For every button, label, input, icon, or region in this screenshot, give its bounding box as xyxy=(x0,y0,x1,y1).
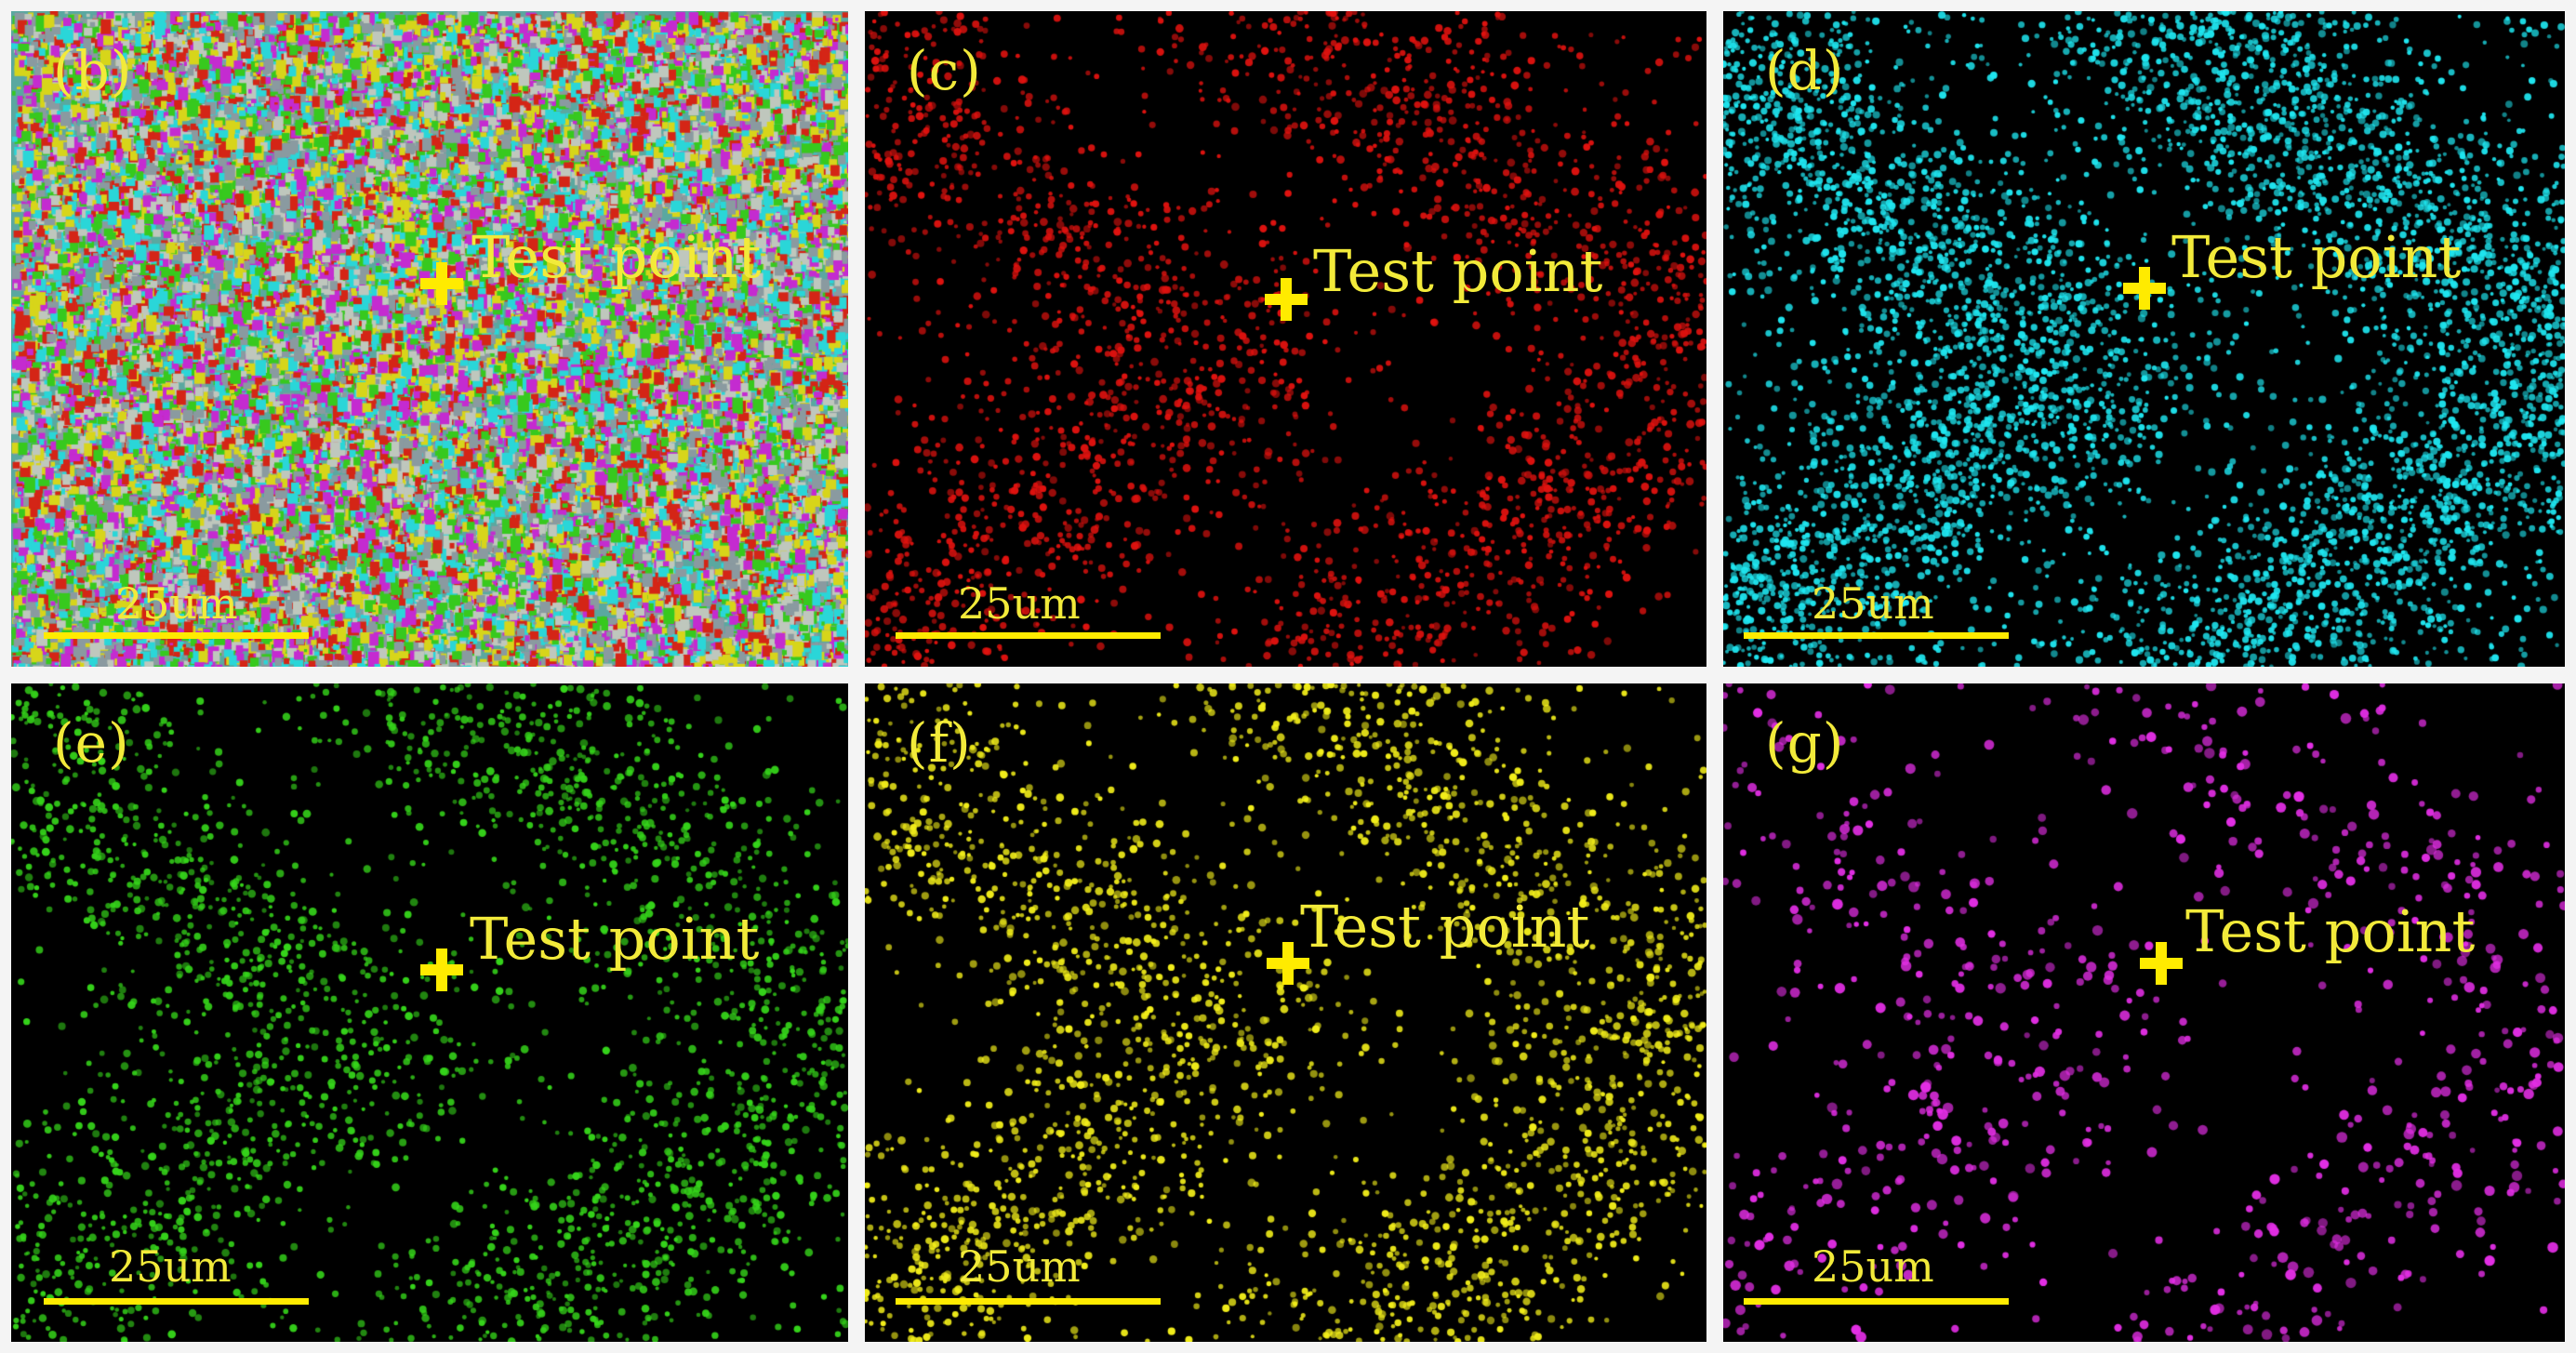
test-point-marker xyxy=(2123,267,2166,310)
test-point-marker xyxy=(1267,942,1309,985)
element-map-image xyxy=(865,683,1706,1342)
composite-map-image xyxy=(11,11,848,667)
scale-label: 25um xyxy=(115,578,238,629)
test-point-label: Test point xyxy=(1313,237,1603,305)
test-point-label: Test point xyxy=(2185,897,2476,965)
scale-bar xyxy=(1744,1298,2009,1305)
panel-label: (b) xyxy=(53,39,133,102)
scale-bar xyxy=(896,1298,1161,1305)
test-point-label: Test point xyxy=(1300,893,1590,961)
panel-label: (d) xyxy=(1765,39,1845,102)
element-map-image xyxy=(1723,11,2565,667)
panel-label: (c) xyxy=(907,39,982,102)
panel-label: (e) xyxy=(53,711,130,775)
map-panel-e: (e) Test point 25um xyxy=(11,683,848,1342)
element-map-image xyxy=(11,683,848,1342)
scale-label: 25um xyxy=(1812,578,1934,629)
map-panel-c: (c) Test point 25um xyxy=(865,11,1706,667)
scale-label: 25um xyxy=(109,1241,232,1292)
scale-bar xyxy=(44,632,309,639)
scale-bar xyxy=(44,1298,309,1305)
test-point-label: Test point xyxy=(2171,223,2462,291)
map-panel-f: (f) Test point 25um xyxy=(865,683,1706,1342)
scale-label: 25um xyxy=(1812,1241,1934,1292)
scale-label: 25um xyxy=(958,1241,1081,1292)
test-point-marker xyxy=(2140,942,2183,985)
map-panel-b: (b) Test point 25um xyxy=(11,11,848,667)
panel-label: (g) xyxy=(1765,711,1845,775)
scale-label: 25um xyxy=(958,578,1081,629)
scale-bar xyxy=(896,632,1161,639)
map-panel-d: (d) Test point 25um xyxy=(1723,11,2565,667)
test-point-label: Test point xyxy=(470,905,760,973)
test-point-marker xyxy=(420,262,463,305)
map-panel-g: (g) Test point 25um xyxy=(1723,683,2565,1342)
element-map-image xyxy=(1723,683,2565,1342)
test-point-marker xyxy=(420,948,463,991)
test-point-label: Test point xyxy=(471,223,762,291)
scale-bar xyxy=(1744,632,2009,639)
panel-label: (f) xyxy=(907,711,972,775)
element-map-image xyxy=(865,11,1706,667)
test-point-marker xyxy=(1265,278,1308,321)
